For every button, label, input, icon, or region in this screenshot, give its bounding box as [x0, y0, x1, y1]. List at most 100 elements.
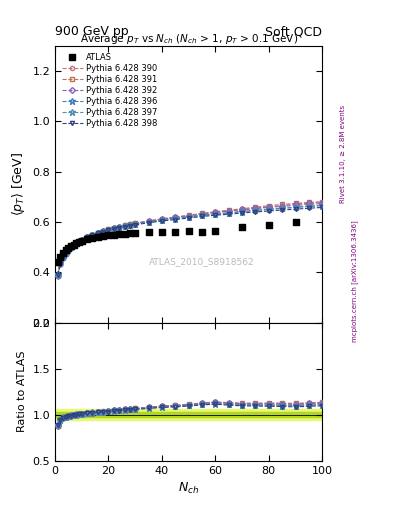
Pythia 6.428 392: [61, 254, 65, 261]
Pythia 6.428 390: [293, 202, 298, 208]
Pythia 6.428 392: [127, 222, 132, 228]
Pythia 6.428 391: [61, 254, 65, 261]
Pythia 6.428 391: [253, 204, 258, 210]
Pythia 6.428 391: [58, 261, 63, 267]
Pythia 6.428 391: [160, 216, 164, 222]
Pythia 6.428 391: [226, 207, 231, 214]
Pythia 6.428 398: [55, 272, 60, 278]
Pythia 6.428 390: [266, 204, 271, 210]
Pythia 6.428 397: [58, 260, 63, 266]
Pythia 6.428 397: [240, 209, 244, 215]
Pythia 6.428 398: [133, 222, 138, 228]
Pythia 6.428 390: [58, 261, 63, 267]
Pythia 6.428 390: [280, 203, 285, 209]
Pythia 6.428 397: [173, 216, 178, 222]
Pythia 6.428 398: [72, 242, 76, 248]
ATLAS: [89, 234, 95, 242]
Pythia 6.428 391: [280, 201, 285, 207]
ATLAS: [159, 228, 165, 236]
Pythia 6.428 391: [266, 203, 271, 209]
Pythia 6.428 392: [101, 228, 105, 234]
ATLAS: [71, 241, 77, 249]
Pythia 6.428 396: [95, 229, 100, 236]
X-axis label: $N_{ch}$: $N_{ch}$: [178, 481, 199, 496]
Pythia 6.428 397: [213, 211, 218, 217]
Pythia 6.428 390: [63, 250, 68, 257]
Pythia 6.428 396: [117, 224, 121, 230]
Pythia 6.428 396: [146, 219, 151, 225]
Pythia 6.428 391: [55, 272, 60, 279]
Pythia 6.428 396: [240, 208, 244, 215]
Pythia 6.428 398: [74, 240, 79, 246]
Pythia 6.428 392: [112, 225, 116, 231]
Text: Soft QCD: Soft QCD: [265, 26, 322, 38]
ATLAS: [65, 244, 72, 252]
Pythia 6.428 391: [106, 226, 111, 232]
Pythia 6.428 398: [101, 229, 105, 235]
Pythia 6.428 396: [55, 271, 60, 278]
ATLAS: [79, 237, 85, 245]
Pythia 6.428 390: [146, 218, 151, 224]
Pythia 6.428 392: [85, 234, 90, 241]
Pythia 6.428 390: [55, 272, 60, 278]
Pythia 6.428 392: [253, 205, 258, 211]
ATLAS: [76, 238, 82, 246]
ATLAS: [73, 239, 79, 247]
Pythia 6.428 392: [226, 208, 231, 214]
Pythia 6.428 398: [61, 254, 65, 260]
Pythia 6.428 390: [77, 238, 81, 244]
ATLAS: [239, 223, 245, 231]
Pythia 6.428 397: [122, 223, 127, 229]
Pythia 6.428 392: [55, 272, 60, 279]
Pythia 6.428 398: [85, 234, 90, 241]
Pythia 6.428 396: [74, 240, 79, 246]
Pythia 6.428 396: [226, 209, 231, 216]
ATLAS: [84, 236, 90, 244]
Pythia 6.428 391: [101, 228, 105, 234]
Pythia 6.428 391: [320, 199, 325, 205]
Pythia 6.428 397: [127, 222, 132, 228]
Pythia 6.428 390: [85, 234, 90, 240]
Pythia 6.428 392: [63, 250, 68, 257]
Pythia 6.428 397: [320, 203, 325, 209]
Pythia 6.428 398: [112, 226, 116, 232]
Pythia 6.428 390: [122, 222, 127, 228]
Pythia 6.428 390: [320, 201, 325, 207]
Pythia 6.428 398: [253, 209, 258, 215]
Pythia 6.428 396: [90, 231, 95, 238]
Pythia 6.428 396: [77, 238, 81, 244]
Pythia 6.428 398: [266, 208, 271, 214]
Pythia 6.428 396: [101, 228, 105, 234]
Pythia 6.428 392: [66, 247, 71, 253]
Pythia 6.428 390: [173, 214, 178, 220]
Pythia 6.428 398: [160, 218, 164, 224]
ATLAS: [212, 227, 219, 236]
Pythia 6.428 397: [77, 238, 81, 244]
Pythia 6.428 390: [253, 206, 258, 212]
Pythia 6.428 398: [122, 224, 127, 230]
Line: Pythia 6.428 396: Pythia 6.428 396: [54, 202, 326, 278]
Pythia 6.428 391: [307, 199, 311, 205]
Pythia 6.428 396: [307, 203, 311, 209]
Pythia 6.428 398: [58, 261, 63, 267]
Pythia 6.428 397: [307, 203, 311, 209]
Pythia 6.428 391: [95, 230, 100, 236]
Pythia 6.428 396: [160, 217, 164, 223]
Pythia 6.428 392: [95, 230, 100, 236]
Pythia 6.428 390: [79, 237, 84, 243]
Pythia 6.428 397: [200, 212, 204, 219]
Pythia 6.428 391: [186, 212, 191, 218]
Legend: ATLAS, Pythia 6.428 390, Pythia 6.428 391, Pythia 6.428 392, Pythia 6.428 396, P: ATLAS, Pythia 6.428 390, Pythia 6.428 39…: [59, 50, 160, 131]
Pythia 6.428 392: [77, 239, 81, 245]
Pythia 6.428 397: [101, 228, 105, 234]
Pythia 6.428 390: [66, 247, 71, 253]
ATLAS: [292, 218, 299, 226]
Pythia 6.428 398: [226, 211, 231, 217]
ATLAS: [199, 227, 205, 236]
Pythia 6.428 396: [106, 226, 111, 232]
Pythia 6.428 398: [95, 230, 100, 237]
Pythia 6.428 398: [293, 206, 298, 212]
Pythia 6.428 396: [253, 207, 258, 214]
Pythia 6.428 390: [95, 229, 100, 236]
Pythia 6.428 396: [127, 222, 132, 228]
